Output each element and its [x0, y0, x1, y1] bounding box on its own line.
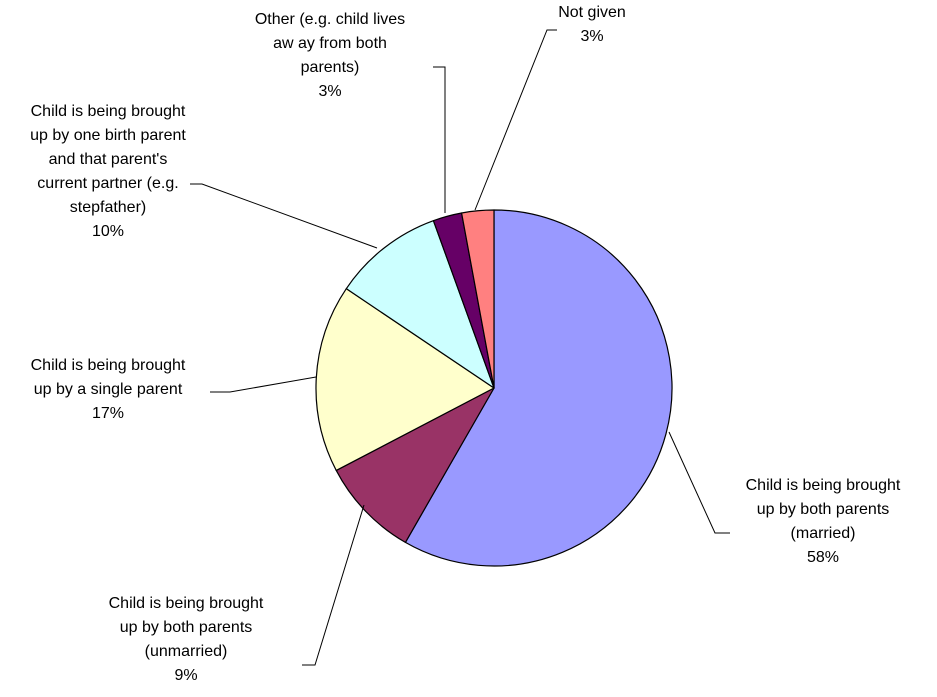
slice-label-line: up by both parents	[120, 619, 253, 636]
slice-label-line: Child is being brought	[31, 357, 186, 374]
slice-percent-5: 3%	[580, 28, 603, 45]
slice-label-line: (married)	[791, 525, 856, 542]
slice-percent-1: 9%	[174, 667, 197, 684]
pie-slice-5	[460, 209, 495, 389]
slice-label-line: Child is being brought	[746, 477, 901, 494]
pie-slice-0	[404, 209, 673, 567]
slice-label-line: and that parent's	[49, 151, 168, 168]
slice-percent-4: 3%	[318, 83, 341, 100]
leader-line-2	[210, 376, 317, 393]
slice-label-line: Other (e.g. child lives	[255, 11, 405, 28]
pie-slice-3	[345, 220, 495, 389]
slice-label-line: stepfather)	[70, 199, 146, 216]
slice-percent-3: 10%	[92, 223, 124, 240]
leader-line-0	[668, 431, 730, 534]
slice-label-line: (unmarried)	[145, 643, 228, 660]
leader-line-3	[190, 183, 378, 249]
leader-line-4	[433, 66, 446, 213]
slice-labels: Child is being brought up by both parents…	[30, 4, 901, 684]
leader-line-5	[474, 29, 557, 211]
leader-line-1	[302, 504, 365, 666]
pie-slice-2	[315, 288, 495, 472]
pie-slice-1	[335, 387, 495, 543]
leader-lines	[190, 29, 730, 666]
slice-label-line: up by both parents	[757, 501, 890, 518]
slice-percent-2: 17%	[92, 405, 124, 422]
slice-label-3: Child is being brought up by one birth pa…	[30, 103, 186, 240]
pie-slices	[315, 209, 673, 567]
slice-label-line: current partner (e.g.	[37, 175, 178, 192]
slice-label-line: aw ay from both	[273, 35, 387, 52]
slice-label-4: Other (e.g. child lives aw ay from both pa…	[255, 11, 405, 100]
slice-label-1: Child is being brought up by both parents…	[109, 595, 264, 684]
slice-label-line: up by a single parent	[34, 381, 183, 398]
slice-label-2: Child is being brought up by a single par…	[31, 357, 186, 422]
slice-label-0: Child is being brought up by both parents…	[746, 477, 901, 566]
slice-label-line: Child is being brought	[31, 103, 186, 120]
slice-label-line: parents)	[301, 59, 360, 76]
slice-percent-0: 58%	[807, 549, 839, 566]
slice-label-line: Not given	[558, 4, 626, 21]
slice-label-5: Not given 3%	[558, 4, 626, 45]
slice-label-line: Child is being brought	[109, 595, 264, 612]
slice-label-line: up by one birth parent	[30, 127, 186, 144]
